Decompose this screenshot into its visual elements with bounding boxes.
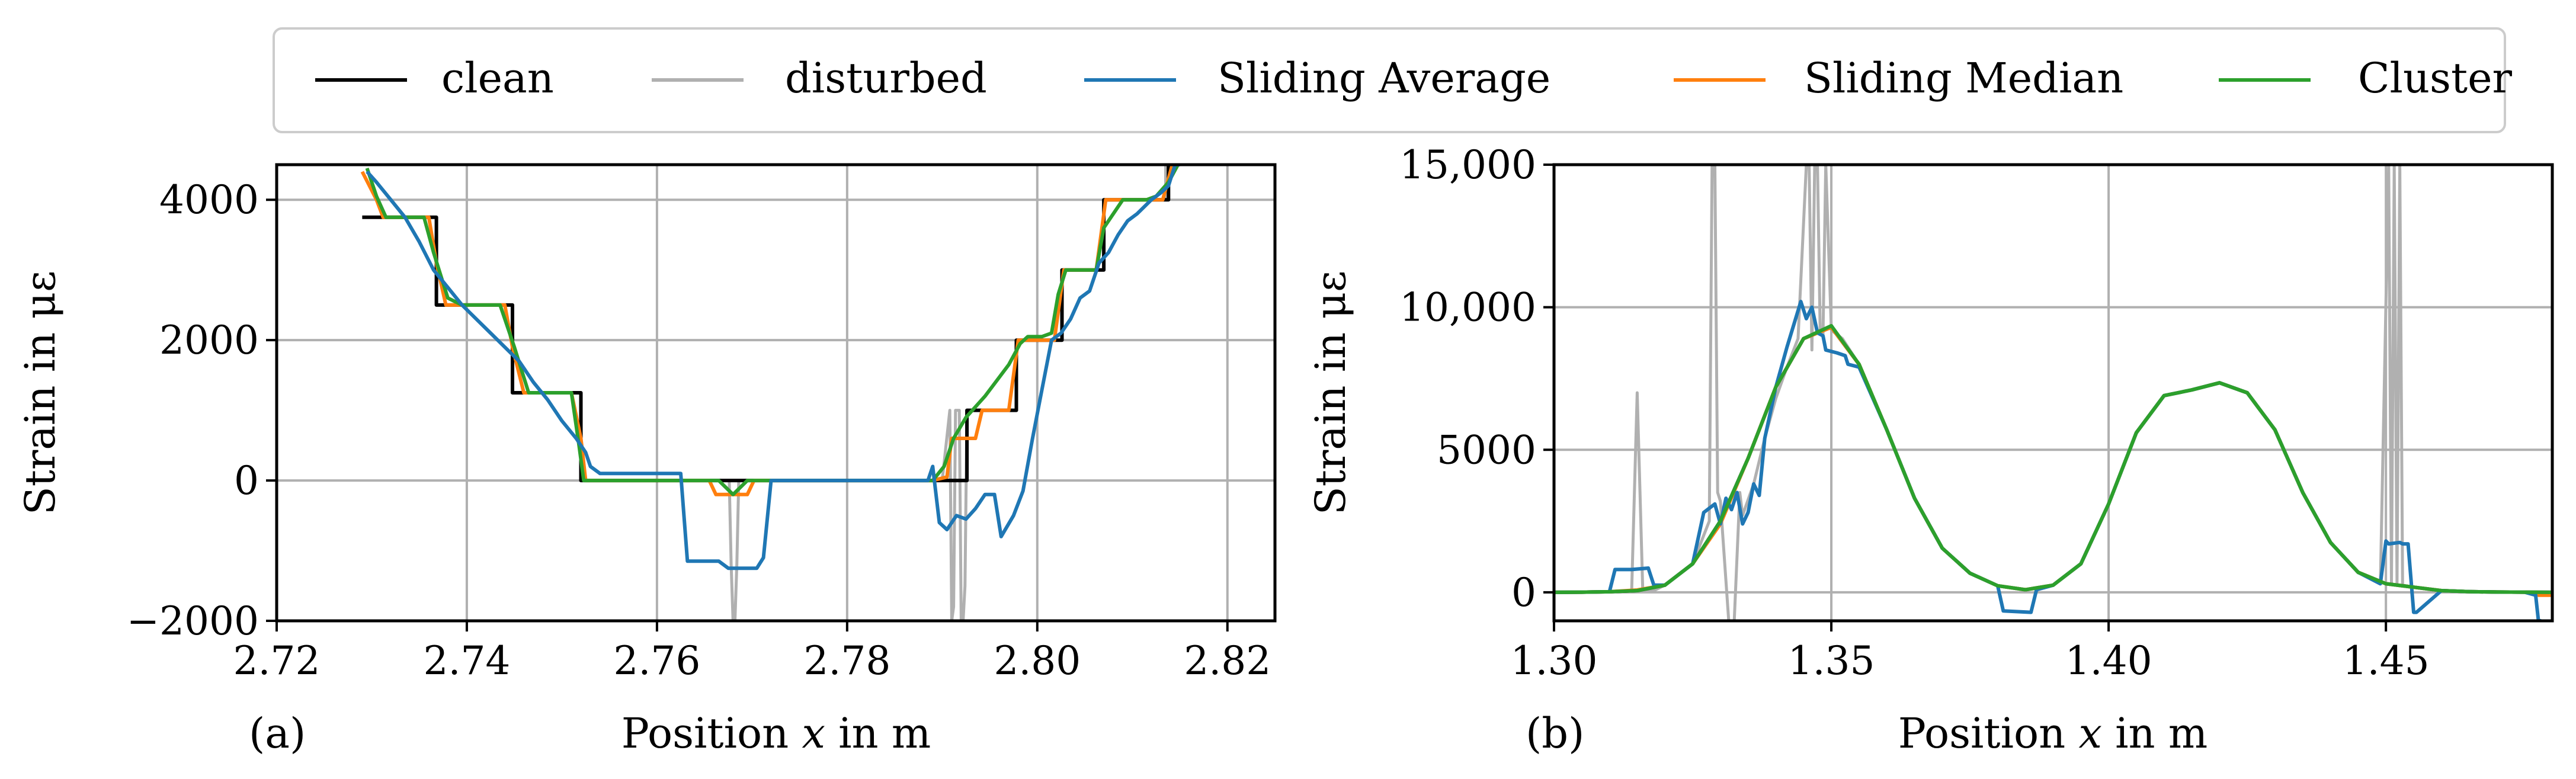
chart-a-xlabel-pre: Position (621, 709, 802, 758)
chart-a-ytick-label: −2000 (127, 598, 259, 644)
chart-a-xtick-label: 2.80 (994, 638, 1081, 684)
chart-b-ticks: 1.30 1.35 1.40 1.45 0 5000 10,000 15,000 (1399, 142, 2430, 684)
chart-b-ytick-label: 15,000 (1399, 142, 1536, 188)
chart-b: 1.30 1.35 1.40 1.45 0 5000 10,000 15,000 Strain… (1306, 142, 2554, 758)
chart-b-series-cluster (1554, 323, 2552, 594)
chart-a: 2.72 2.74 2.76 2.78 2.80 2.82 −2000 0 2000 4000 S… (16, 163, 1277, 758)
legend-entry-cluster: Cluster (2219, 54, 2513, 102)
chart-b-panel-label: (b) (1526, 709, 1584, 758)
chart-a-xtick-label: 2.72 (233, 638, 321, 684)
chart-b-frame (1552, 163, 2554, 623)
legend-label-sliding-average: Sliding Average (1217, 54, 1550, 102)
legend-entry-sliding-average: Sliding Average (1084, 54, 1550, 102)
chart-b-xlabel-pre: Position (1898, 709, 2079, 758)
legend-entry-sliding-median: Sliding Median (1674, 54, 2123, 102)
chart-b-series (1554, 165, 2552, 621)
legend-entry-clean: clean (315, 54, 554, 102)
legend-label-cluster: Cluster (2358, 54, 2513, 102)
chart-a-grid (275, 165, 1275, 622)
chart-a-xlabel-post: in m (825, 709, 931, 758)
legend: clean disturbed Sliding Average Sliding … (273, 27, 2513, 133)
chart-b-series-disturbed (1554, 165, 2552, 621)
legend-label-disturbed: disturbed (785, 54, 987, 102)
chart-a-ylabel: Strain in με (16, 271, 65, 515)
chart-b-ytick-label: 0 (1511, 570, 1536, 615)
chart-a-frame (275, 163, 1277, 623)
chart-b-xlabel-post: in m (2102, 709, 2207, 758)
chart-b-xlabel-var: x (2078, 709, 2101, 758)
chart-b-ylabel: Strain in με (1306, 271, 1355, 515)
chart-b-xlabel: Position x in m (1898, 709, 2208, 758)
chart-a-ytick-label: 4000 (159, 177, 259, 223)
chart-a-xtick-label: 2.82 (1184, 638, 1271, 684)
chart-a-ticks: 2.72 2.74 2.76 2.78 2.80 2.82 −2000 0 2000 4000 (127, 177, 1271, 684)
chart-a-xtick-label: 2.76 (613, 638, 700, 684)
chart-a-xtick-label: 2.74 (423, 638, 510, 684)
chart-b-xtick-label: 1.40 (2065, 638, 2152, 684)
chart-a-xlabel-var: x (802, 709, 825, 758)
chart-b-ytick-label: 5000 (1437, 427, 1536, 473)
chart-a-xlabel: Position x in m (621, 709, 931, 758)
chart-a-series-disturbed (362, 165, 1185, 621)
chart-b-ytick-label: 10,000 (1399, 285, 1536, 331)
legend-label-clean: clean (441, 54, 554, 102)
legend-label-sliding-median: Sliding Median (1804, 54, 2123, 102)
chart-a-series (360, 165, 1185, 621)
legend-entry-disturbed: disturbed (652, 54, 987, 102)
legend-frame (273, 27, 2506, 133)
chart-a-xtick-label: 2.78 (803, 638, 890, 684)
chart-b-xtick-label: 1.35 (1788, 638, 1875, 684)
chart-a-ytick-label: 2000 (159, 318, 259, 363)
chart-b-xtick-label: 1.45 (2343, 638, 2430, 684)
chart-a-panel-label: (a) (249, 709, 306, 758)
chart-b-xtick-label: 1.30 (1511, 638, 1598, 684)
chart-a-ytick-label: 0 (234, 458, 259, 504)
chart-a-series-sliding-average (366, 165, 1180, 570)
chart-a-series-clean (362, 165, 1180, 483)
